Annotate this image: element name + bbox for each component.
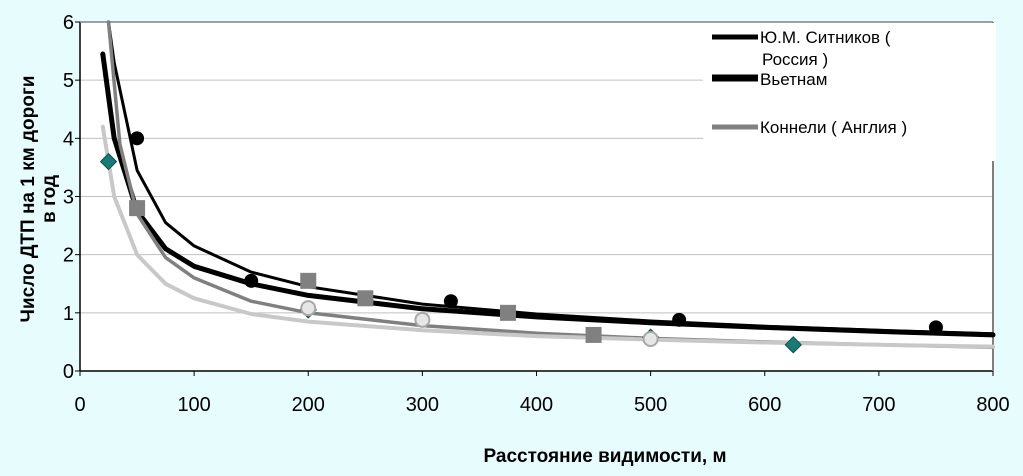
y-tick-label-2: 2: [63, 245, 74, 267]
x-tick-label-800: 800: [976, 394, 1009, 416]
data-point-s4-2: [414, 311, 431, 328]
legend-entry-connelly: Коннели ( Англия ): [712, 118, 907, 137]
legend-label-connelly: Коннели ( Англия ): [760, 118, 907, 137]
data-point-s3-4: [784, 336, 802, 354]
legend-label-vietnam: Вьетнам: [760, 70, 827, 89]
data-point-s4-3: [642, 331, 659, 348]
x-tick-label-700: 700: [862, 394, 895, 416]
y-tick-label-4: 4: [63, 128, 74, 150]
y-axis-title-line1: Число ДТП на 1 км дороги: [18, 76, 39, 323]
x-tick-label-100: 100: [177, 394, 210, 416]
data-point-s1-4: [672, 312, 687, 327]
data-point-s2-3: [357, 290, 374, 307]
x-axis-title: Расстояние видимости, м: [483, 446, 726, 467]
data-point-s1-5: [928, 320, 943, 335]
legend-label-sitnikov-line2: Россия ): [762, 50, 828, 69]
axes: [75, 21, 994, 376]
legend-box: [703, 23, 996, 161]
x-tick-label-600: 600: [748, 394, 781, 416]
x-tick-label-200: 200: [292, 394, 325, 416]
data-point-s1-2: [244, 273, 259, 288]
x-tick-label-300: 300: [406, 394, 439, 416]
data-point-s2-4: [499, 304, 516, 321]
trend-line-4: [100, 124, 995, 349]
legend-entry-sitnikov: Ю.М. Ситников ( Россия ): [712, 28, 891, 69]
x-tick-label-500: 500: [634, 394, 667, 416]
data-point-s2-5: [585, 326, 602, 343]
y-tick-label-0: 0: [63, 361, 74, 383]
x-tick-label-400: 400: [520, 394, 553, 416]
legend-label-sitnikov-line1: Ю.М. Ситников (: [760, 28, 891, 47]
y-axis-title-line2: в год: [39, 175, 60, 223]
data-point-s4-1: [300, 300, 317, 317]
data-point-s1-1: [130, 131, 145, 146]
data-point-s1-3: [443, 294, 458, 309]
y-tick-label-3: 3: [63, 187, 74, 209]
data-points: [99, 131, 943, 354]
data-point-s2-1: [129, 200, 146, 217]
y-tick-label-6: 6: [63, 12, 74, 34]
y-tick-label-1: 1: [63, 303, 74, 325]
legend-entry-vietnam: Вьетнам: [712, 70, 827, 89]
y-tick-label-5: 5: [63, 70, 74, 92]
data-point-s2-2: [300, 272, 317, 289]
x-tick-label-0: 0: [74, 394, 85, 416]
data-point-s3-1: [99, 152, 118, 171]
tick-labels: 0 1 2 3 4 5 6 0 100 200 300 400 500 600 700 800: [63, 12, 1010, 416]
